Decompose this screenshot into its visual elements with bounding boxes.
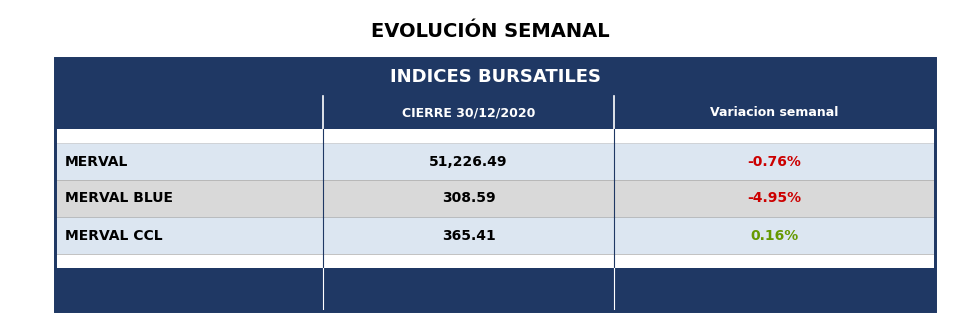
- Text: -0.76%: -0.76%: [748, 154, 802, 168]
- Text: 365.41: 365.41: [442, 228, 496, 242]
- Bar: [55, 129, 935, 143]
- Text: -4.95%: -4.95%: [748, 191, 802, 205]
- Bar: [55, 180, 935, 217]
- Text: MERVAL: MERVAL: [65, 154, 128, 168]
- Text: 51,226.49: 51,226.49: [429, 154, 508, 168]
- Text: 0.16%: 0.16%: [751, 228, 799, 242]
- Bar: [55, 58, 935, 311]
- Text: INDICES BURSATILES: INDICES BURSATILES: [389, 68, 601, 86]
- Bar: [55, 268, 935, 311]
- Bar: [55, 217, 935, 254]
- Text: 308.59: 308.59: [442, 191, 496, 205]
- Bar: [55, 143, 935, 180]
- Bar: [55, 58, 935, 311]
- Text: CIERRE 30/12/2020: CIERRE 30/12/2020: [402, 106, 535, 119]
- Bar: [55, 254, 935, 268]
- Text: Variacion semanal: Variacion semanal: [710, 106, 839, 119]
- Text: MERVAL BLUE: MERVAL BLUE: [65, 191, 173, 205]
- Text: MERVAL CCL: MERVAL CCL: [65, 228, 163, 242]
- Bar: [55, 96, 935, 129]
- Bar: [55, 58, 935, 96]
- Text: EVOLUCIÓN SEMANAL: EVOLUCIÓN SEMANAL: [370, 22, 610, 41]
